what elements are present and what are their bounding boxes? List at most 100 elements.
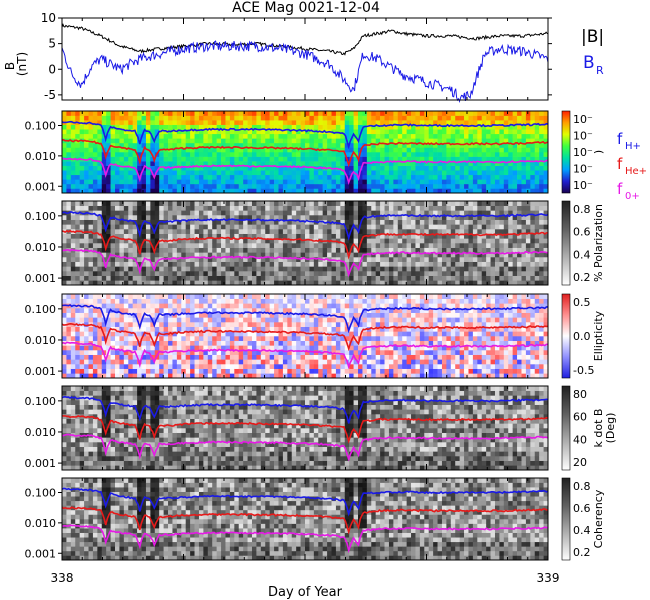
- heatmap-cell: [194, 359, 200, 365]
- heatmap-cell: [464, 252, 469, 258]
- heatmap-cell: [313, 243, 319, 248]
- heatmap-cell: [198, 215, 204, 220]
- heatmap-cell: [84, 215, 89, 220]
- heatmap-cell: [362, 210, 368, 216]
- heatmap-cell: [477, 252, 483, 258]
- heatmap-cell: [260, 152, 266, 157]
- heatmap-cell: [190, 294, 195, 299]
- heatmap-cell: [106, 201, 111, 206]
- heatmap-cell: [115, 179, 120, 185]
- heatmap-cell: [159, 156, 164, 162]
- heatmap-cell: [291, 152, 297, 157]
- heatmap-cell: [388, 147, 394, 153]
- heatmap-cell: [274, 124, 279, 130]
- heatmap-cell: [154, 111, 160, 116]
- heatmap-cell: [393, 252, 399, 258]
- heatmap-cell: [132, 354, 138, 360]
- heatmap-cell: [194, 210, 200, 216]
- heatmap-cell: [92, 219, 98, 225]
- heatmap-cell: [106, 294, 111, 299]
- heatmap-cell: [137, 183, 142, 189]
- heatmap-cell: [163, 336, 169, 341]
- heatmap-cell: [216, 252, 222, 258]
- heatmap-cell: [441, 138, 447, 144]
- heatmap-cell: [256, 368, 262, 374]
- heatmap-cell: [70, 359, 76, 365]
- heatmap-cell: [106, 210, 111, 216]
- heatmap-cell: [185, 210, 191, 216]
- heatmap-cell: [291, 280, 297, 286]
- heatmap-cell: [66, 331, 72, 337]
- heatmap-cell: [106, 247, 111, 253]
- heatmap-cell: [428, 161, 434, 166]
- heatmap-cell: [322, 142, 328, 148]
- heatmap-cell: [225, 210, 231, 216]
- heatmap-cell: [282, 129, 288, 135]
- heatmap-cell: [212, 129, 217, 135]
- heatmap-cell: [203, 368, 209, 374]
- heatmap-cell: [115, 340, 120, 346]
- heatmap-cell: [207, 280, 213, 286]
- heatmap-cell: [521, 138, 527, 144]
- heatmap-cell: [110, 147, 116, 153]
- heatmap-cell: [92, 165, 98, 171]
- heatmap-cell: [79, 219, 85, 225]
- heatmap-cell: [84, 312, 89, 318]
- heatmap-cell: [539, 183, 544, 189]
- heatmap-cell: [446, 142, 452, 148]
- heatmap-cell: [154, 174, 160, 180]
- heatmap-cell: [415, 275, 421, 281]
- heatmap-cell: [517, 219, 522, 225]
- heatmap-cell: [150, 188, 156, 194]
- heatmap-cell: [309, 261, 315, 267]
- heatmap-cell: [256, 326, 262, 332]
- heatmap-cell: [97, 308, 103, 313]
- heatmap-cell: [287, 252, 293, 258]
- heatmap-cell: [543, 210, 549, 216]
- heatmap-cell: [393, 152, 399, 157]
- heatmap-cell: [296, 152, 301, 157]
- heatmap-cell: [344, 170, 350, 176]
- heatmap-cell: [335, 124, 341, 130]
- heatmap-cell: [115, 129, 120, 135]
- heatmap-cell: [88, 179, 94, 185]
- heatmap-cell: [92, 247, 98, 253]
- heatmap-cell: [477, 280, 483, 286]
- heatmap-cell: [84, 317, 89, 323]
- heatmap-cell: [110, 345, 116, 351]
- heatmap-cell: [137, 179, 142, 185]
- heatmap-cell: [375, 238, 381, 244]
- heatmap-cell: [181, 147, 187, 153]
- heatmap-cell: [375, 247, 381, 253]
- heatmap-cell: [70, 238, 76, 244]
- heatmap-cell: [464, 229, 469, 234]
- heatmap-cell: [256, 350, 262, 355]
- heatmap-cell: [375, 271, 381, 276]
- heatmap-cell: [238, 238, 244, 244]
- heatmap-cell: [380, 266, 385, 272]
- heatmap-cell: [371, 188, 376, 194]
- heatmap-cell: [176, 179, 182, 185]
- heatmap-cell: [145, 266, 151, 272]
- heatmap-cell: [106, 183, 111, 189]
- heatmap-cell: [185, 266, 191, 272]
- heatmap-cell: [388, 219, 394, 225]
- heatmap-cell: [318, 152, 323, 157]
- heatmap-cell: [62, 312, 67, 318]
- heatmap-cell: [313, 271, 319, 276]
- heatmap-cell: [154, 322, 160, 327]
- heatmap-cell: [274, 161, 279, 166]
- heatmap-cell: [163, 115, 169, 121]
- heatmap-cell: [503, 120, 509, 125]
- heatmap-cell: [70, 152, 76, 157]
- heatmap-cell: [203, 161, 209, 166]
- heatmap-cell: [349, 170, 354, 176]
- heatmap-cell: [512, 243, 518, 248]
- heatmap-cell: [494, 174, 500, 180]
- heatmap-cell: [229, 364, 235, 369]
- heatmap-cell: [494, 210, 500, 216]
- heatmap-cell: [503, 152, 509, 157]
- heatmap-cell: [251, 219, 257, 225]
- heatmap-cell: [305, 238, 310, 244]
- heatmap-cell: [344, 205, 350, 211]
